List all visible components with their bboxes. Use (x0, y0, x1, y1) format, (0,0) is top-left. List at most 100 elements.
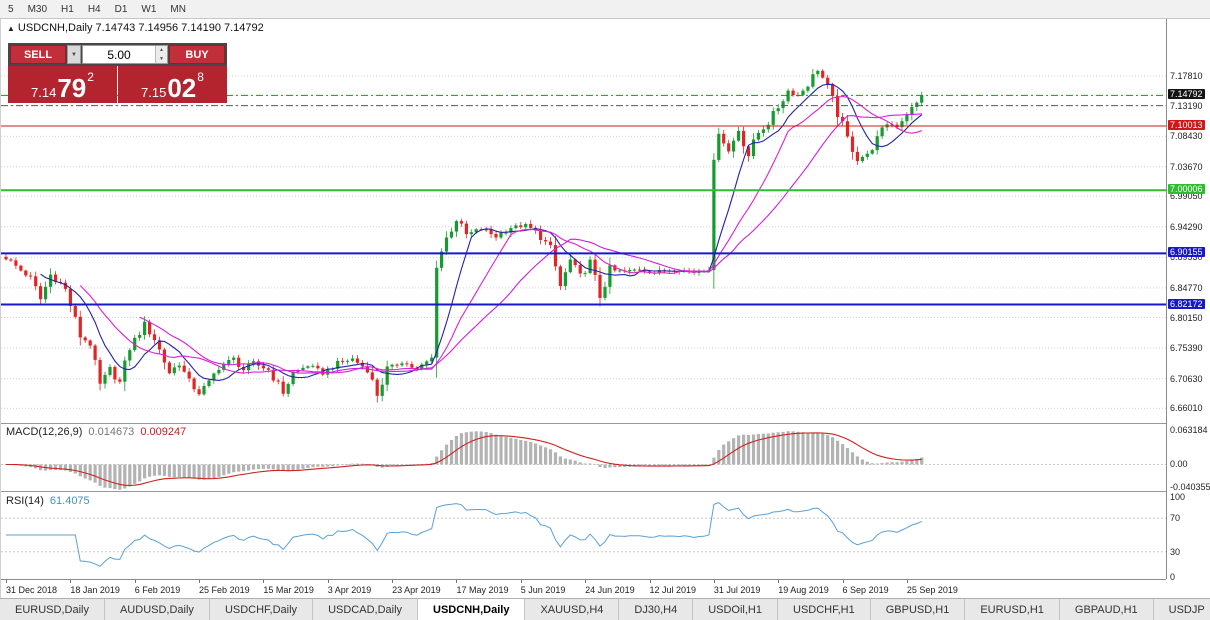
time-axis-label: 19 Aug 2019 (778, 585, 829, 595)
chart-tabs: EURUSD,Daily AUDUSD,Daily USDCHF,Daily USDC… (0, 598, 1210, 620)
price-axis-label: -0.040355 (1170, 481, 1210, 492)
tab-usdcad-daily[interactable]: USDCAD,Daily (313, 599, 419, 620)
time-axis-tick (713, 580, 715, 583)
timeframe-button-M30[interactable]: M30 (27, 3, 48, 15)
timeframe-button-W1[interactable]: W1 (141, 3, 157, 15)
symbol-marker-icon: ▲ (7, 24, 15, 33)
rsi-pane-separator[interactable] (1, 491, 1210, 492)
price-axis-label: 7.03670 (1170, 161, 1203, 172)
time-axis-label: 5 Jun 2019 (520, 585, 566, 595)
tab-xauusd-h4[interactable]: XAUUSD,H4 (525, 599, 620, 620)
timeframe-button-5[interactable]: 5 (8, 3, 14, 15)
volume-increase-button[interactable]: ▲ (156, 46, 167, 55)
price-axis-label: 100 (1170, 492, 1186, 502)
tab-eurusd-h1[interactable]: EURUSD,H1 (965, 599, 1060, 620)
time-axis-tick (199, 580, 201, 583)
tab-usdoil-h1[interactable]: USDOil,H1 (693, 599, 778, 620)
price-axis-label: 7.13190 (1170, 100, 1203, 111)
ask-big-figure: 7.15 (141, 85, 167, 100)
price-axis-label: 6.66010 (1170, 403, 1203, 414)
time-axis-label: 6 Feb 2019 (134, 585, 181, 595)
time-axis: 31 Dec 2018 18 Jan 2019 6 Feb 2019 25 Feb 2… (1, 579, 1166, 598)
price-axis-marker: 7.00006 (1168, 184, 1205, 195)
price-axis-marker: 7.14792 (1168, 89, 1205, 100)
volume-decrease-button[interactable]: ▼ (156, 54, 167, 63)
timeframe-button-MN[interactable]: MN (170, 3, 186, 15)
chart-title: ▲ USDCNH,Daily 7.14743 7.14956 7.14190 7.… (7, 22, 264, 34)
price-axis-label: 6.75390 (1170, 343, 1203, 354)
chart-canvas[interactable] (1, 19, 1166, 579)
time-axis-tick (842, 580, 844, 583)
timeframe-button-H1[interactable]: H1 (61, 3, 74, 15)
price-axis-label: 6.70630 (1170, 373, 1203, 384)
time-axis-tick (520, 580, 522, 583)
price-axis-label: 6.80150 (1170, 312, 1203, 323)
timeframe-toolbar: 5 M30 H1 H4 D1 W1 MN (0, 0, 1210, 19)
ask-price-display: 7.15 02 8 (118, 66, 227, 103)
volume-dropdown-button[interactable]: ▼ (67, 45, 81, 64)
time-axis-label: 12 Jul 2019 (649, 585, 697, 595)
tab-audusd-daily[interactable]: AUDUSD,Daily (104, 599, 210, 620)
price-axis-label: 6.84770 (1170, 282, 1203, 293)
time-axis-label: 31 Jul 2019 (713, 585, 761, 595)
tab-usdchf-h1[interactable]: USDCHF,H1 (778, 599, 871, 620)
bid-pipette: 2 (87, 70, 94, 84)
time-axis-tick (263, 580, 265, 583)
price-axis-label: 30 (1170, 546, 1181, 557)
time-axis-label: 25 Feb 2019 (199, 585, 250, 595)
buy-button[interactable]: BUY (169, 45, 225, 64)
time-axis-label: 6 Sep 2019 (842, 585, 889, 595)
price-axis-marker: 6.90155 (1168, 247, 1205, 258)
bid-pips: 79 (57, 73, 87, 103)
macd-signal-value: 0.009247 (140, 426, 187, 438)
bid-big-figure: 7.14 (31, 85, 57, 100)
ask-pips: 02 (167, 73, 197, 103)
price-axis-label: 0.063184 (1170, 424, 1208, 435)
time-axis-tick (585, 580, 587, 583)
one-click-prices-row: 7.14 79 2 7.15 02 8 (8, 66, 227, 103)
price-axis-label: 7.08430 (1170, 131, 1203, 142)
price-axis-label: 6.89530 (1170, 252, 1203, 263)
time-axis-tick (778, 580, 780, 583)
time-axis-tick (456, 580, 458, 583)
tab-dj30-h4[interactable]: DJ30,H4 (619, 599, 694, 620)
time-axis-label: 24 Jun 2019 (585, 585, 635, 595)
price-axis-marker: 7.10013 (1168, 120, 1205, 130)
rsi-label: RSI(14) 61.4075 (6, 495, 90, 507)
time-axis-label: 17 May 2019 (456, 585, 509, 595)
time-axis-tick (649, 580, 651, 583)
time-axis-tick (327, 580, 329, 583)
ask-pipette: 8 (197, 70, 204, 84)
price-axis-label: 0.00 (1170, 459, 1188, 470)
chart-title-text: USDCNH,Daily 7.14743 7.14956 7.14190 7.1… (17, 22, 264, 34)
time-axis-label: 15 Mar 2019 (263, 585, 314, 595)
price-axis-label: 7.17810 (1170, 71, 1203, 81)
tab-usdcnh-daily[interactable]: USDCNH,Daily (418, 599, 526, 620)
time-axis-label: 18 Jan 2019 (70, 585, 120, 595)
volume-input[interactable] (83, 46, 155, 63)
tab-eurusd-daily[interactable]: EURUSD,Daily (0, 599, 105, 620)
rsi-name: RSI(14) (6, 495, 44, 507)
volume-field: ▲ ▼ (82, 45, 168, 64)
time-axis-tick (134, 580, 136, 583)
timeframe-button-D1[interactable]: D1 (114, 3, 128, 15)
bid-price-display: 7.14 79 2 (8, 66, 117, 103)
one-click-controls-row: SELL ▼ ▲ ▼ BUY (8, 43, 227, 66)
macd-pane-separator[interactable] (1, 423, 1210, 424)
tab-gbpusd-h1[interactable]: GBPUSD,H1 (870, 599, 966, 620)
macd-main-value: 0.014673 (88, 426, 135, 438)
tab-usdchf-daily[interactable]: USDCHF,Daily (209, 599, 314, 620)
time-axis-tick (70, 580, 72, 583)
tab-usdjp[interactable]: USDJP (1153, 599, 1210, 620)
volume-stepper: ▲ ▼ (155, 46, 167, 63)
timeframe-button-H4[interactable]: H4 (87, 3, 101, 15)
tab-gbpaud-h1[interactable]: GBPAUD,H1 (1059, 599, 1154, 620)
price-axis-marker: 6.82172 (1168, 298, 1205, 309)
chart-window: ▲ USDCNH,Daily 7.14743 7.14956 7.14190 7.… (0, 19, 1210, 598)
rsi-value: 61.4075 (49, 495, 90, 507)
macd-label: MACD(12,26,9) 0.014673 0.009247 (6, 426, 186, 438)
time-axis-label: 3 Apr 2019 (327, 585, 372, 595)
time-axis-label: 23 Apr 2019 (392, 585, 441, 595)
sell-button[interactable]: SELL (10, 45, 66, 64)
